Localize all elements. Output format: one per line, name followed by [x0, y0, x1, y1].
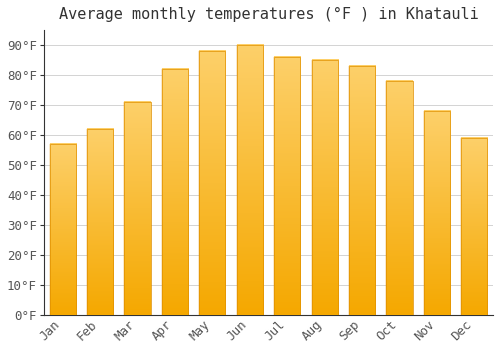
Bar: [124, 102, 150, 315]
Bar: [199, 51, 226, 315]
Bar: [349, 66, 375, 315]
Title: Average monthly temperatures (°F ) in Khatauli: Average monthly temperatures (°F ) in Kh…: [58, 7, 478, 22]
Bar: [87, 129, 113, 315]
Bar: [87, 129, 113, 315]
Bar: [236, 45, 263, 315]
Bar: [349, 66, 375, 315]
Bar: [274, 57, 300, 315]
Bar: [236, 45, 263, 315]
Bar: [461, 138, 487, 315]
Bar: [50, 144, 76, 315]
Bar: [424, 111, 450, 315]
Bar: [386, 81, 412, 315]
Bar: [424, 111, 450, 315]
Bar: [312, 60, 338, 315]
Bar: [124, 102, 150, 315]
Bar: [386, 81, 412, 315]
Bar: [162, 69, 188, 315]
Bar: [274, 57, 300, 315]
Bar: [199, 51, 226, 315]
Bar: [461, 138, 487, 315]
Bar: [312, 60, 338, 315]
Bar: [50, 144, 76, 315]
Bar: [162, 69, 188, 315]
